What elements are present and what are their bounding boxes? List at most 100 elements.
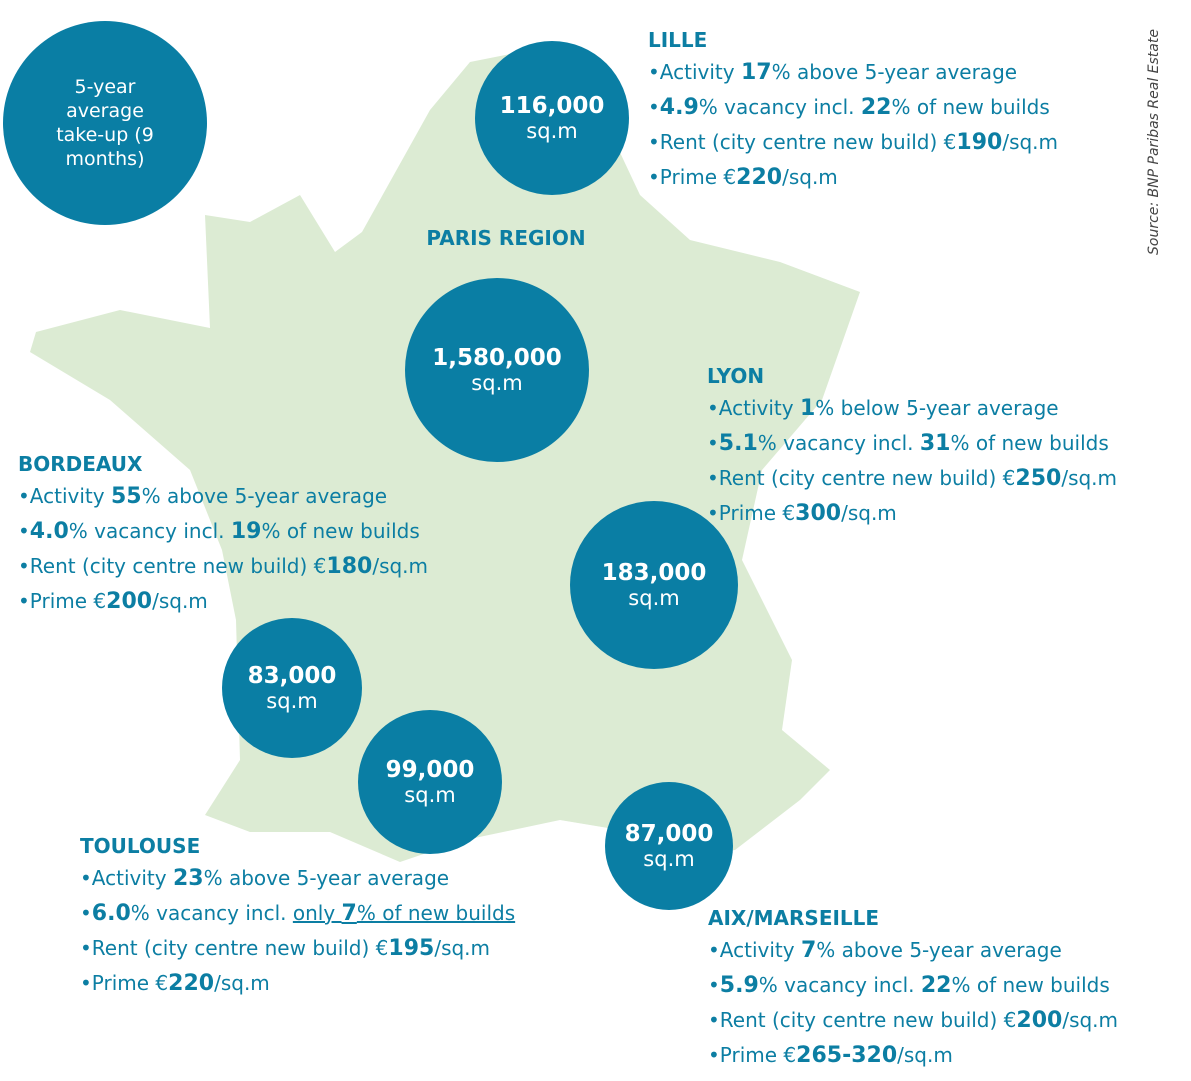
bullet-line: Activity 7% above 5-year average <box>708 938 1118 973</box>
city-value: 87,000 <box>624 821 714 847</box>
text-segment: % vacancy incl. <box>130 901 293 925</box>
text-segment: % above 5-year average <box>771 60 1018 84</box>
text-segment: % above 5-year average <box>203 866 450 890</box>
text-segment: /sq.m <box>434 936 491 960</box>
text-segment: /sq.m <box>372 554 429 578</box>
text-segment: % above 5-year average <box>816 938 1062 962</box>
bullet-line: Activity 17% above 5-year average <box>648 60 1058 95</box>
city-unit: sq.m <box>643 847 695 871</box>
bullet-line: Prime €220/sq.m <box>648 165 1058 200</box>
city-unit: sq.m <box>526 119 578 143</box>
city-value: 116,000 <box>499 93 605 119</box>
bullet-line: Prime €300/sq.m <box>707 501 1117 536</box>
city-value: 99,000 <box>385 757 475 783</box>
bullet-line: Prime €220/sq.m <box>80 971 515 1006</box>
text-segment: /sq.m <box>782 165 838 189</box>
text-segment: 195 <box>388 936 435 961</box>
bullet-line: Prime €200/sq.m <box>18 589 428 624</box>
bullet-line: 5.1% vacancy incl. 31% of new builds <box>707 431 1117 466</box>
city-name: LILLE <box>648 28 708 52</box>
bullet-line: 6.0% vacancy incl. only 7% of new builds <box>80 901 515 936</box>
text-segment: 5.9 <box>719 973 759 998</box>
text-segment: 200 <box>106 589 153 614</box>
legend-text: 5-year average take-up (9 months) <box>56 76 154 170</box>
bullet-line: Prime €265-320/sq.m <box>708 1043 1118 1078</box>
city-block: LILLE Activity 17% above 5-year average4.… <box>648 28 1058 200</box>
text-segment: 180 <box>326 554 373 579</box>
city-value: 83,000 <box>247 663 337 689</box>
city-circle: 116,000 sq.m <box>475 41 629 195</box>
text-segment: % of new builds <box>951 973 1110 997</box>
text-segment: /sq.m <box>841 501 897 525</box>
text-segment: /sq.m <box>1062 1008 1119 1032</box>
text-segment: % vacancy incl. <box>757 431 920 455</box>
text-segment: Activity <box>29 484 111 508</box>
bullet-line: 5.9% vacancy incl. 22% of new builds <box>708 973 1118 1008</box>
text-segment: 265-320 <box>796 1043 898 1068</box>
text-segment: % above 5-year average <box>141 484 388 508</box>
text-segment: % of new builds <box>891 95 1050 119</box>
text-segment: Rent (city centre new build) € <box>29 554 327 578</box>
text-segment: % vacancy incl. <box>68 519 231 543</box>
text-segment: 190 <box>956 130 1003 155</box>
city-block: AIX/MARSEILLE Activity 7% above 5-year av… <box>708 906 1118 1078</box>
text-segment: Activity <box>91 866 173 890</box>
text-segment: 4.9 <box>659 95 699 120</box>
city-circle: 1,580,000 sq.m <box>405 278 589 462</box>
text-segment: 1 <box>799 396 816 421</box>
text-segment: /sq.m <box>152 589 208 613</box>
text-segment: Rent (city centre new build) € <box>91 936 389 960</box>
text-segment: /sq.m <box>1061 466 1118 490</box>
text-segment: % of new builds <box>356 901 516 925</box>
city-circle: 83,000 sq.m <box>222 618 362 758</box>
text-segment: 7 <box>800 938 817 963</box>
city-block: PARIS REGION <box>420 226 592 258</box>
bullet-line: Rent (city centre new build) €195/sq.m <box>80 936 515 971</box>
text-segment: /sq.m <box>897 1043 953 1067</box>
text-segment: Rent (city centre new build) € <box>719 1008 1017 1032</box>
city-unit: sq.m <box>628 586 680 610</box>
text-segment: Prime € <box>91 971 169 995</box>
text-segment: % of new builds <box>261 519 420 543</box>
text-segment: Prime € <box>719 1043 797 1067</box>
text-segment: Activity <box>719 938 801 962</box>
text-segment: 220 <box>168 971 215 996</box>
text-segment: % of new builds <box>950 431 1109 455</box>
bullet-line: Rent (city centre new build) €180/sq.m <box>18 554 428 589</box>
text-segment: /sq.m <box>1002 130 1059 154</box>
city-name: LYON <box>707 364 765 388</box>
legend-circle: 5-year average take-up (9 months) <box>3 21 207 225</box>
text-segment: 6.0 <box>91 901 131 926</box>
text-segment: /sq.m <box>214 971 270 995</box>
text-segment: % vacancy incl. <box>698 95 861 119</box>
text-segment: 300 <box>795 501 842 526</box>
city-name: AIX/MARSEILLE <box>708 906 880 930</box>
city-value: 1,580,000 <box>432 345 562 371</box>
city-value: 183,000 <box>601 560 707 586</box>
text-segment: Activity <box>718 396 800 420</box>
text-segment: 250 <box>1015 466 1062 491</box>
text-segment: only <box>292 901 342 925</box>
city-unit: sq.m <box>404 783 456 807</box>
text-segment: Prime € <box>718 501 796 525</box>
city-block: BORDEAUX Activity 55% above 5-year averag… <box>18 452 428 624</box>
text-segment: 23 <box>172 866 204 891</box>
text-segment: 200 <box>1016 1008 1063 1033</box>
city-name: BORDEAUX <box>18 452 143 476</box>
text-segment: 19 <box>230 519 262 544</box>
text-segment: Rent (city centre new build) € <box>659 130 957 154</box>
bullet-line: Rent (city centre new build) €250/sq.m <box>707 466 1117 501</box>
text-segment: Prime € <box>659 165 737 189</box>
bullet-line: Rent (city centre new build) €190/sq.m <box>648 130 1058 165</box>
text-segment: 7 <box>341 901 357 926</box>
city-name: PARIS REGION <box>426 226 586 250</box>
text-segment: 22 <box>920 973 952 998</box>
city-block: TOULOUSE Activity 23% above 5-year averag… <box>80 834 515 1006</box>
text-segment: % below 5-year average <box>815 396 1059 420</box>
text-segment: Prime € <box>29 589 107 613</box>
text-segment: 22 <box>860 95 892 120</box>
bullet-line: 4.9% vacancy incl. 22% of new builds <box>648 95 1058 130</box>
text-segment: Activity <box>659 60 741 84</box>
text-segment: 5.1 <box>718 431 758 456</box>
